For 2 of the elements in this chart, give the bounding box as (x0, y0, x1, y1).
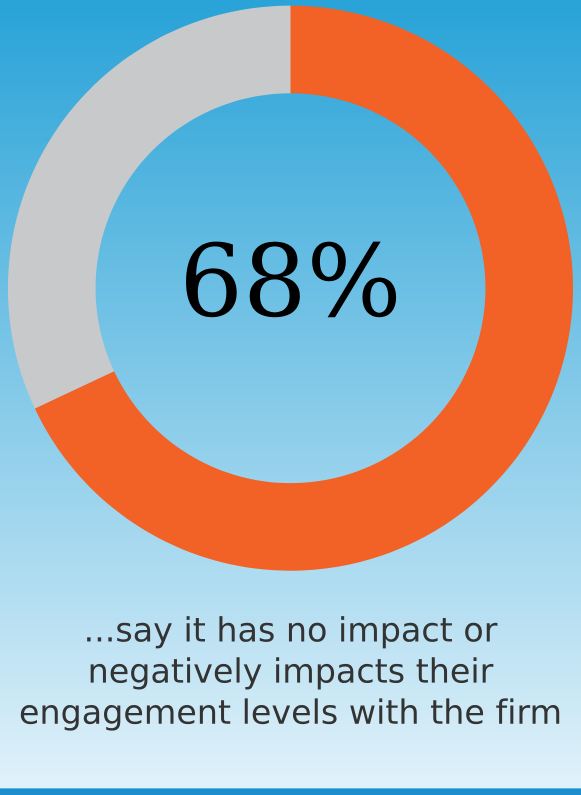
text: ...say it has no impact or negatively impacts their engagement levels with the firm (20, 616, 560, 731)
data-label: 68% (186, 242, 396, 318)
